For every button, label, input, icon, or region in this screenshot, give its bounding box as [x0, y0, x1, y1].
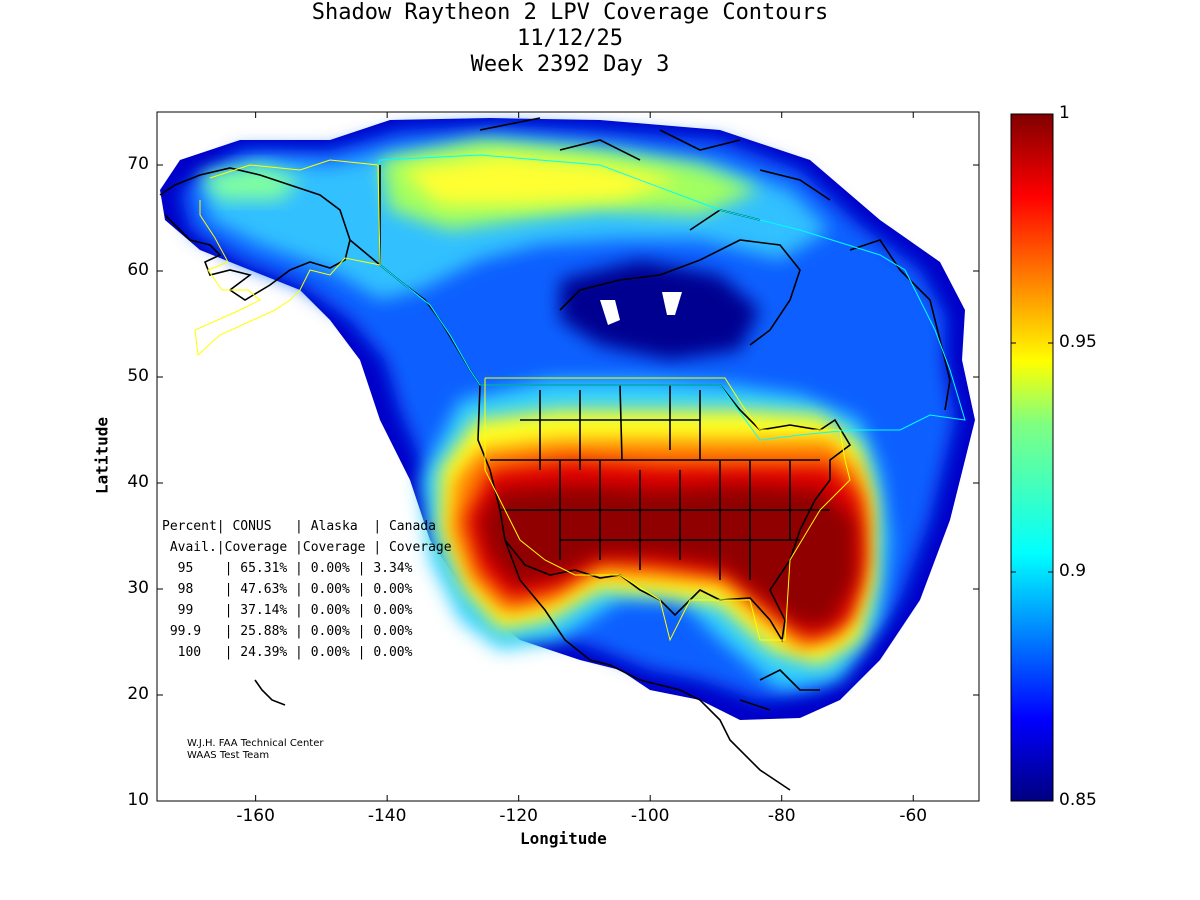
stats-row: 99 | 37.14% | 0.00% | 0.00% [162, 603, 413, 618]
stats-row: 100 | 24.39% | 0.00% | 0.00% [162, 645, 413, 660]
x-tick-label: -160 [236, 806, 275, 826]
y-tick-label: 60 [127, 260, 149, 280]
colorbar-tick-label: 0.9 [1059, 561, 1087, 581]
alaska-outline [194, 159, 381, 357]
stats-header-2: Avail.|Coverage |Coverage | Coverage [162, 540, 452, 555]
stats-row: 98 | 47.63% | 0.00% | 0.00% [162, 582, 413, 597]
title-block: Shadow Raytheon 2 LPV Coverage Contours … [160, 0, 980, 78]
credit-line-2: WAAS Test Team [187, 750, 270, 761]
x-tick-label: -80 [767, 806, 796, 826]
x-tick-label: -140 [367, 806, 407, 826]
y-tick-label: 30 [127, 578, 149, 598]
credit-line-1: W.J.H. FAA Technical Center [187, 738, 324, 749]
stats-header-1: Percent| CONUS | Alaska | Canada [162, 519, 436, 534]
x-tick-label: -100 [630, 806, 670, 826]
x-axis-label: Longitude [520, 829, 607, 848]
colorbar-tick-label: 1 [1059, 103, 1070, 123]
y-tick-label: 10 [127, 790, 149, 810]
y-tick-label: 50 [127, 366, 149, 386]
y-tick-label: 40 [127, 472, 149, 492]
x-tick-label: -60 [899, 806, 928, 826]
y-axis-label: Latitude [92, 416, 112, 495]
title-line-1: Shadow Raytheon 2 LPV Coverage Contours [311, 0, 829, 25]
conus-outline [484, 377, 851, 642]
colorbar-tick-marks [1011, 113, 1053, 802]
y-tick-label: 20 [127, 684, 149, 704]
stats-row: 99.9 | 25.88% | 0.00% | 0.00% [162, 624, 413, 639]
title-line-3: Week 2392 Day 3 [470, 52, 670, 77]
coverage-contours [160, 118, 975, 720]
stats-row: 95 | 65.31% | 0.00% | 3.34% [162, 561, 413, 576]
x-tick-marks [255, 112, 914, 801]
x-tick-label: -120 [499, 806, 538, 826]
canada-outline [377, 154, 966, 441]
stats-table: Percent| CONUS | Alaska | Canada Avail.|… [162, 516, 452, 663]
colorbar [1011, 114, 1053, 801]
colorbar-tick-label: 0.95 [1059, 332, 1097, 352]
plot-frame [156, 111, 980, 802]
y-tick-marks [157, 164, 979, 802]
colorbar-tick-label: 0.85 [1059, 790, 1097, 810]
colorbar-frame [1010, 113, 1054, 802]
title-line-2: 11/12/25 [517, 26, 623, 51]
y-tick-label: 70 [127, 154, 149, 174]
